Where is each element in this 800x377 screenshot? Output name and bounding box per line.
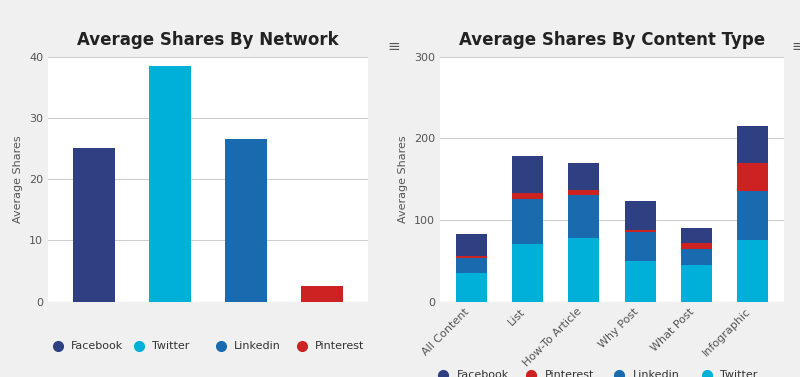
- Text: Facebook: Facebook: [458, 370, 510, 377]
- Text: ≡: ≡: [792, 39, 800, 54]
- Title: Average Shares By Content Type: Average Shares By Content Type: [459, 31, 765, 49]
- Y-axis label: Average Shares: Average Shares: [14, 135, 23, 223]
- Bar: [681, 265, 712, 302]
- Title: Average Shares By Network: Average Shares By Network: [77, 31, 339, 49]
- Bar: [568, 195, 599, 238]
- Text: Facebook: Facebook: [70, 341, 122, 351]
- Bar: [456, 256, 486, 258]
- Bar: [738, 163, 768, 192]
- Bar: [302, 286, 343, 302]
- Text: Linkedin: Linkedin: [234, 341, 281, 351]
- Text: Linkedin: Linkedin: [633, 370, 679, 377]
- Text: Pinterest: Pinterest: [315, 341, 365, 351]
- Text: Twitter: Twitter: [152, 341, 190, 351]
- Text: Pinterest: Pinterest: [545, 370, 594, 377]
- Bar: [568, 163, 599, 190]
- Bar: [568, 190, 599, 195]
- Bar: [73, 149, 114, 302]
- Bar: [512, 193, 543, 199]
- Text: ≡: ≡: [387, 39, 400, 54]
- Bar: [681, 248, 712, 265]
- Bar: [225, 139, 267, 302]
- Bar: [149, 66, 191, 302]
- Bar: [625, 201, 656, 230]
- Bar: [738, 241, 768, 302]
- Bar: [456, 258, 486, 273]
- Bar: [512, 199, 543, 244]
- Bar: [625, 261, 656, 302]
- Bar: [625, 232, 656, 261]
- Bar: [738, 191, 768, 241]
- Bar: [681, 243, 712, 248]
- Bar: [625, 230, 656, 232]
- Bar: [456, 273, 486, 302]
- Bar: [738, 126, 768, 163]
- Bar: [568, 238, 599, 302]
- Y-axis label: Average Shares: Average Shares: [398, 135, 409, 223]
- Bar: [456, 234, 486, 256]
- Text: Twitter: Twitter: [720, 370, 758, 377]
- Bar: [512, 156, 543, 193]
- Bar: [681, 228, 712, 243]
- Bar: [512, 244, 543, 302]
